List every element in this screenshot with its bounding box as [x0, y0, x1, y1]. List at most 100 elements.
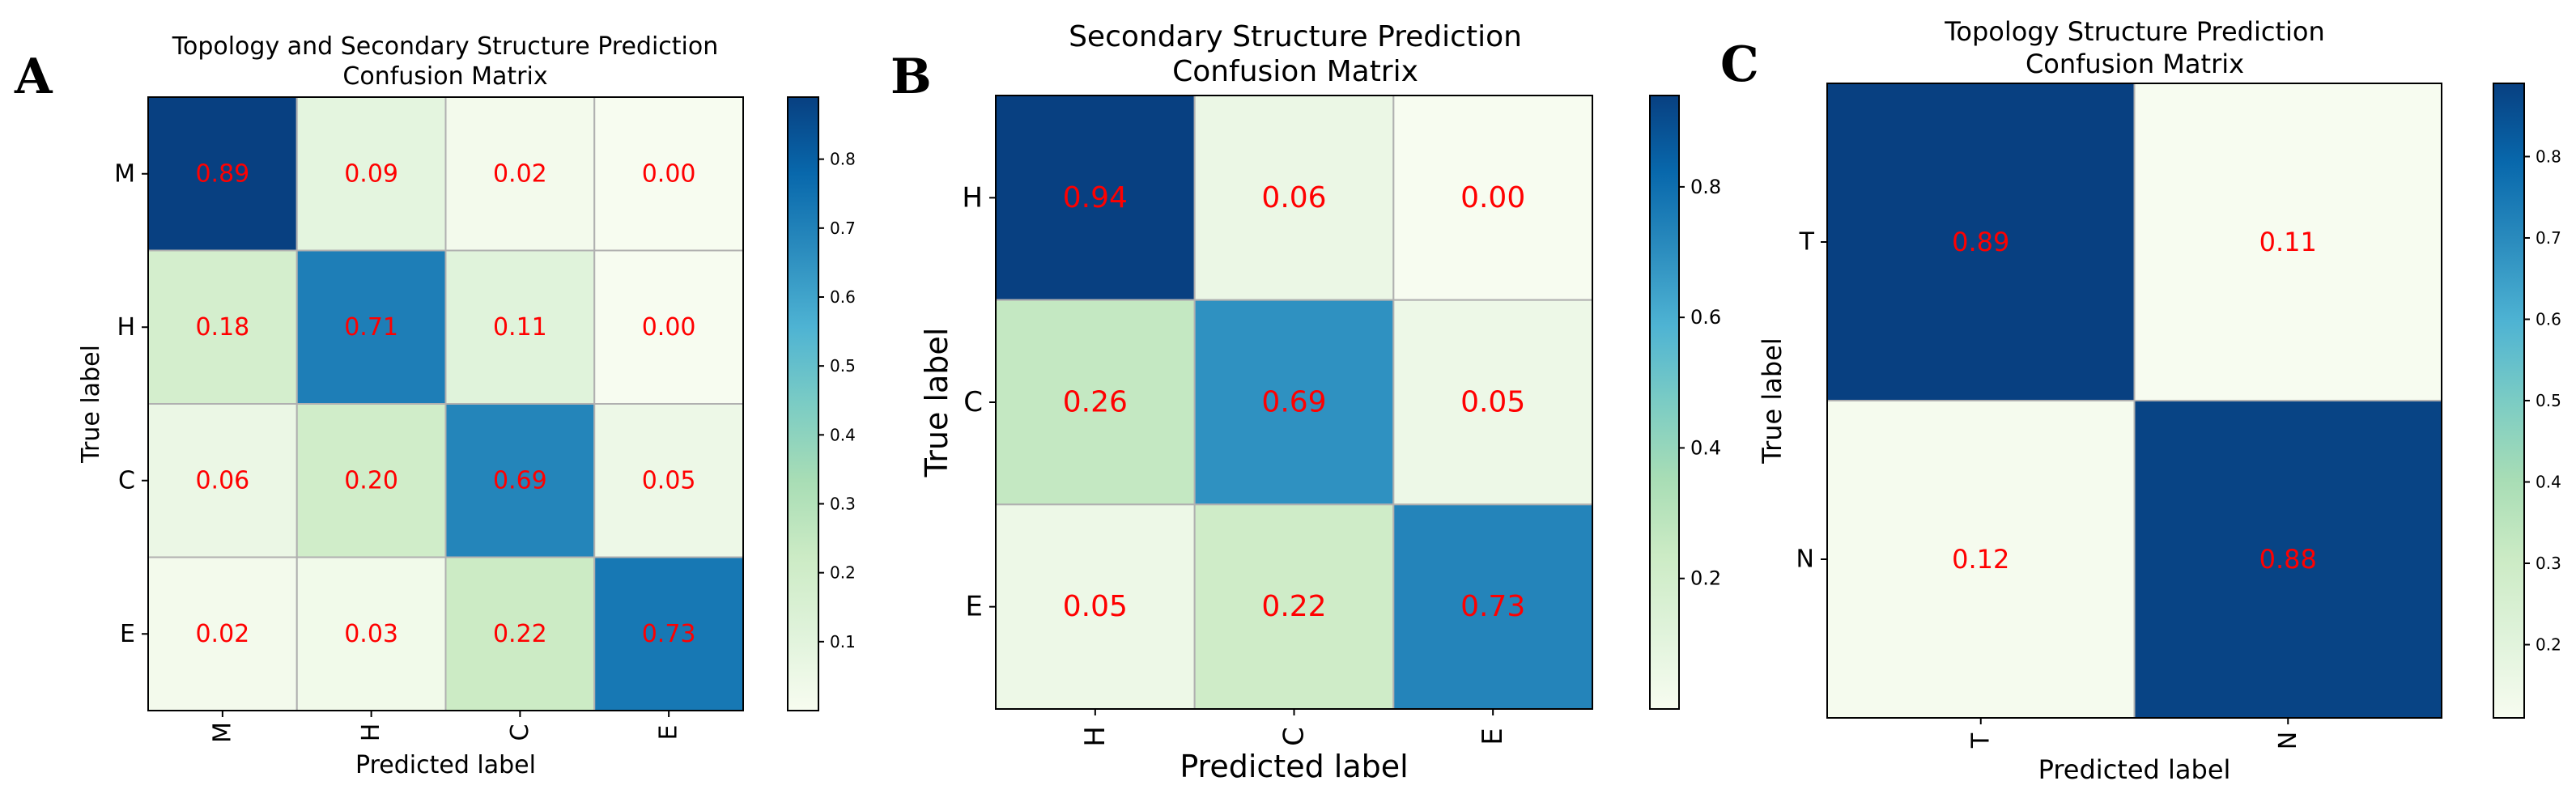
y-tick-label: H	[962, 181, 983, 214]
matrix-cell	[147, 249, 298, 405]
y-axis-label: True label	[77, 345, 105, 464]
matrix-cell	[1392, 95, 1594, 301]
cell-value-label: 0.89	[195, 159, 249, 188]
y-axis-label: True label	[919, 328, 954, 478]
colorbar-tick-label: 0.6	[830, 287, 856, 307]
y-axis-label: True label	[1757, 337, 1787, 465]
colorbar-tick-label: 0.3	[830, 494, 856, 513]
chart-title-line: Secondary Structure Prediction	[1069, 20, 1522, 53]
cell-value-label: 0.05	[1460, 386, 1525, 419]
matrix-cell	[995, 95, 1196, 301]
y-tick-label: H	[117, 313, 135, 342]
colorbar-tick-label: 0.7	[2536, 228, 2561, 248]
cell-value-label: 0.88	[2259, 544, 2317, 575]
matrix-frame	[147, 96, 744, 711]
cell-value-label: 0.11	[493, 313, 547, 342]
chart-title-line: Topology Structure Prediction	[1944, 16, 2324, 47]
x-axis-label: Predicted label	[1180, 749, 1408, 784]
matrix-cell	[147, 556, 298, 711]
matrix-frame	[1826, 83, 2442, 719]
cell-value-label: 0.73	[642, 620, 696, 648]
colorbar-tick-label: 0.1	[830, 632, 856, 652]
matrix-cell	[593, 249, 744, 405]
x-tick-label: T	[1966, 732, 1995, 749]
cell-value-label: 0.05	[642, 466, 696, 495]
cell-value-label: 0.20	[344, 466, 398, 495]
y-tick-label: E	[120, 620, 135, 648]
cell-value-label: 0.06	[1261, 181, 1326, 214]
y-tick-label: N	[1796, 545, 1814, 574]
cell-value-label: 0.11	[2259, 227, 2317, 257]
panel-letter: B	[891, 49, 932, 105]
matrix-cell	[2133, 400, 2442, 719]
cell-value-label: 0.00	[642, 313, 696, 342]
colorbar-tick-label: 0.6	[1690, 306, 1721, 329]
colorbar-tick-label: 0.8	[1690, 176, 1721, 198]
colorbar-tick-label: 0.2	[1690, 567, 1721, 590]
x-axis-label: Predicted label	[355, 751, 536, 779]
colorbar-tick-label: 0.2	[2536, 635, 2561, 655]
cell-value-label: 0.94	[1063, 181, 1128, 214]
cell-value-label: 0.69	[493, 466, 547, 495]
panel-c-topology-structure: C Topology Structure PredictionConfusion …	[1720, 16, 2561, 785]
matrix-cell	[295, 403, 447, 558]
matrix-cell	[295, 556, 447, 711]
x-tick-label: H	[1079, 726, 1112, 747]
matrix-cell	[1392, 503, 1594, 710]
y-tick-label: M	[114, 159, 135, 188]
chart-title-line: Confusion Matrix	[1172, 55, 1418, 88]
y-tick-label: C	[963, 386, 983, 418]
chart-title-line: Topology and Secondary Structure Predict…	[172, 32, 719, 61]
y-tick-label: T	[1799, 228, 1815, 257]
cell-value-label: 0.18	[195, 313, 249, 342]
cell-value-label: 0.22	[493, 620, 547, 648]
matrix-cell	[995, 503, 1196, 710]
cell-value-label: 0.00	[642, 159, 696, 188]
x-tick-label: E	[655, 725, 683, 741]
matrix-cell	[593, 556, 744, 711]
cell-value-label: 0.89	[1952, 227, 2009, 257]
panel-a-topology-secondary: A Topology and Secondary Structure Predic…	[14, 32, 856, 779]
cell-value-label: 0.03	[344, 620, 398, 648]
matrix-cell	[295, 96, 447, 252]
chart-title-line: Confusion Matrix	[2026, 49, 2244, 79]
colorbar-tick-label: 0.5	[830, 356, 856, 376]
x-tick-label: H	[357, 724, 385, 742]
matrix-cell	[593, 403, 744, 558]
colorbar-tick-label: 0.4	[2536, 473, 2561, 492]
x-tick-label: C	[1278, 727, 1311, 746]
cell-value-label: 0.22	[1261, 590, 1326, 623]
matrix-cell	[444, 556, 596, 711]
x-tick-label: C	[506, 724, 534, 741]
x-axis-label: Predicted label	[2038, 754, 2231, 785]
colorbar-tick-label: 0.6	[2536, 309, 2561, 329]
colorbar-tick-label: 0.4	[830, 425, 856, 444]
matrix-cell	[295, 249, 447, 405]
matrix-cell	[2133, 83, 2442, 401]
colorbar-tick-label: 0.5	[2536, 391, 2561, 410]
matrix-cell	[1193, 299, 1395, 506]
panel-letter: C	[1720, 36, 1759, 93]
y-tick-label: C	[118, 466, 135, 495]
matrix-cell	[1193, 503, 1395, 710]
colorbar-tick-label: 0.8	[2536, 146, 2561, 166]
colorbar	[2493, 83, 2525, 719]
x-tick-label: N	[2274, 732, 2302, 749]
colorbar-tick-label: 0.4	[1690, 436, 1721, 459]
cell-value-label: 0.02	[493, 159, 547, 188]
colorbar	[1649, 95, 1680, 710]
y-tick-label: E	[966, 591, 983, 623]
cell-value-label: 0.73	[1460, 590, 1525, 623]
colorbar	[787, 96, 819, 711]
colorbar-tick-label: 0.3	[2536, 554, 2561, 573]
cell-value-label: 0.12	[1952, 544, 2009, 575]
cell-value-label: 0.00	[1460, 181, 1525, 214]
cell-value-label: 0.05	[1063, 590, 1128, 623]
x-tick-label: E	[1477, 728, 1509, 745]
colorbar-tick-label: 0.7	[830, 219, 856, 238]
cell-value-label: 0.09	[344, 159, 398, 188]
colorbar-tick-label: 0.2	[830, 563, 856, 583]
matrix-cell	[147, 96, 298, 252]
cell-value-label: 0.71	[344, 313, 398, 342]
